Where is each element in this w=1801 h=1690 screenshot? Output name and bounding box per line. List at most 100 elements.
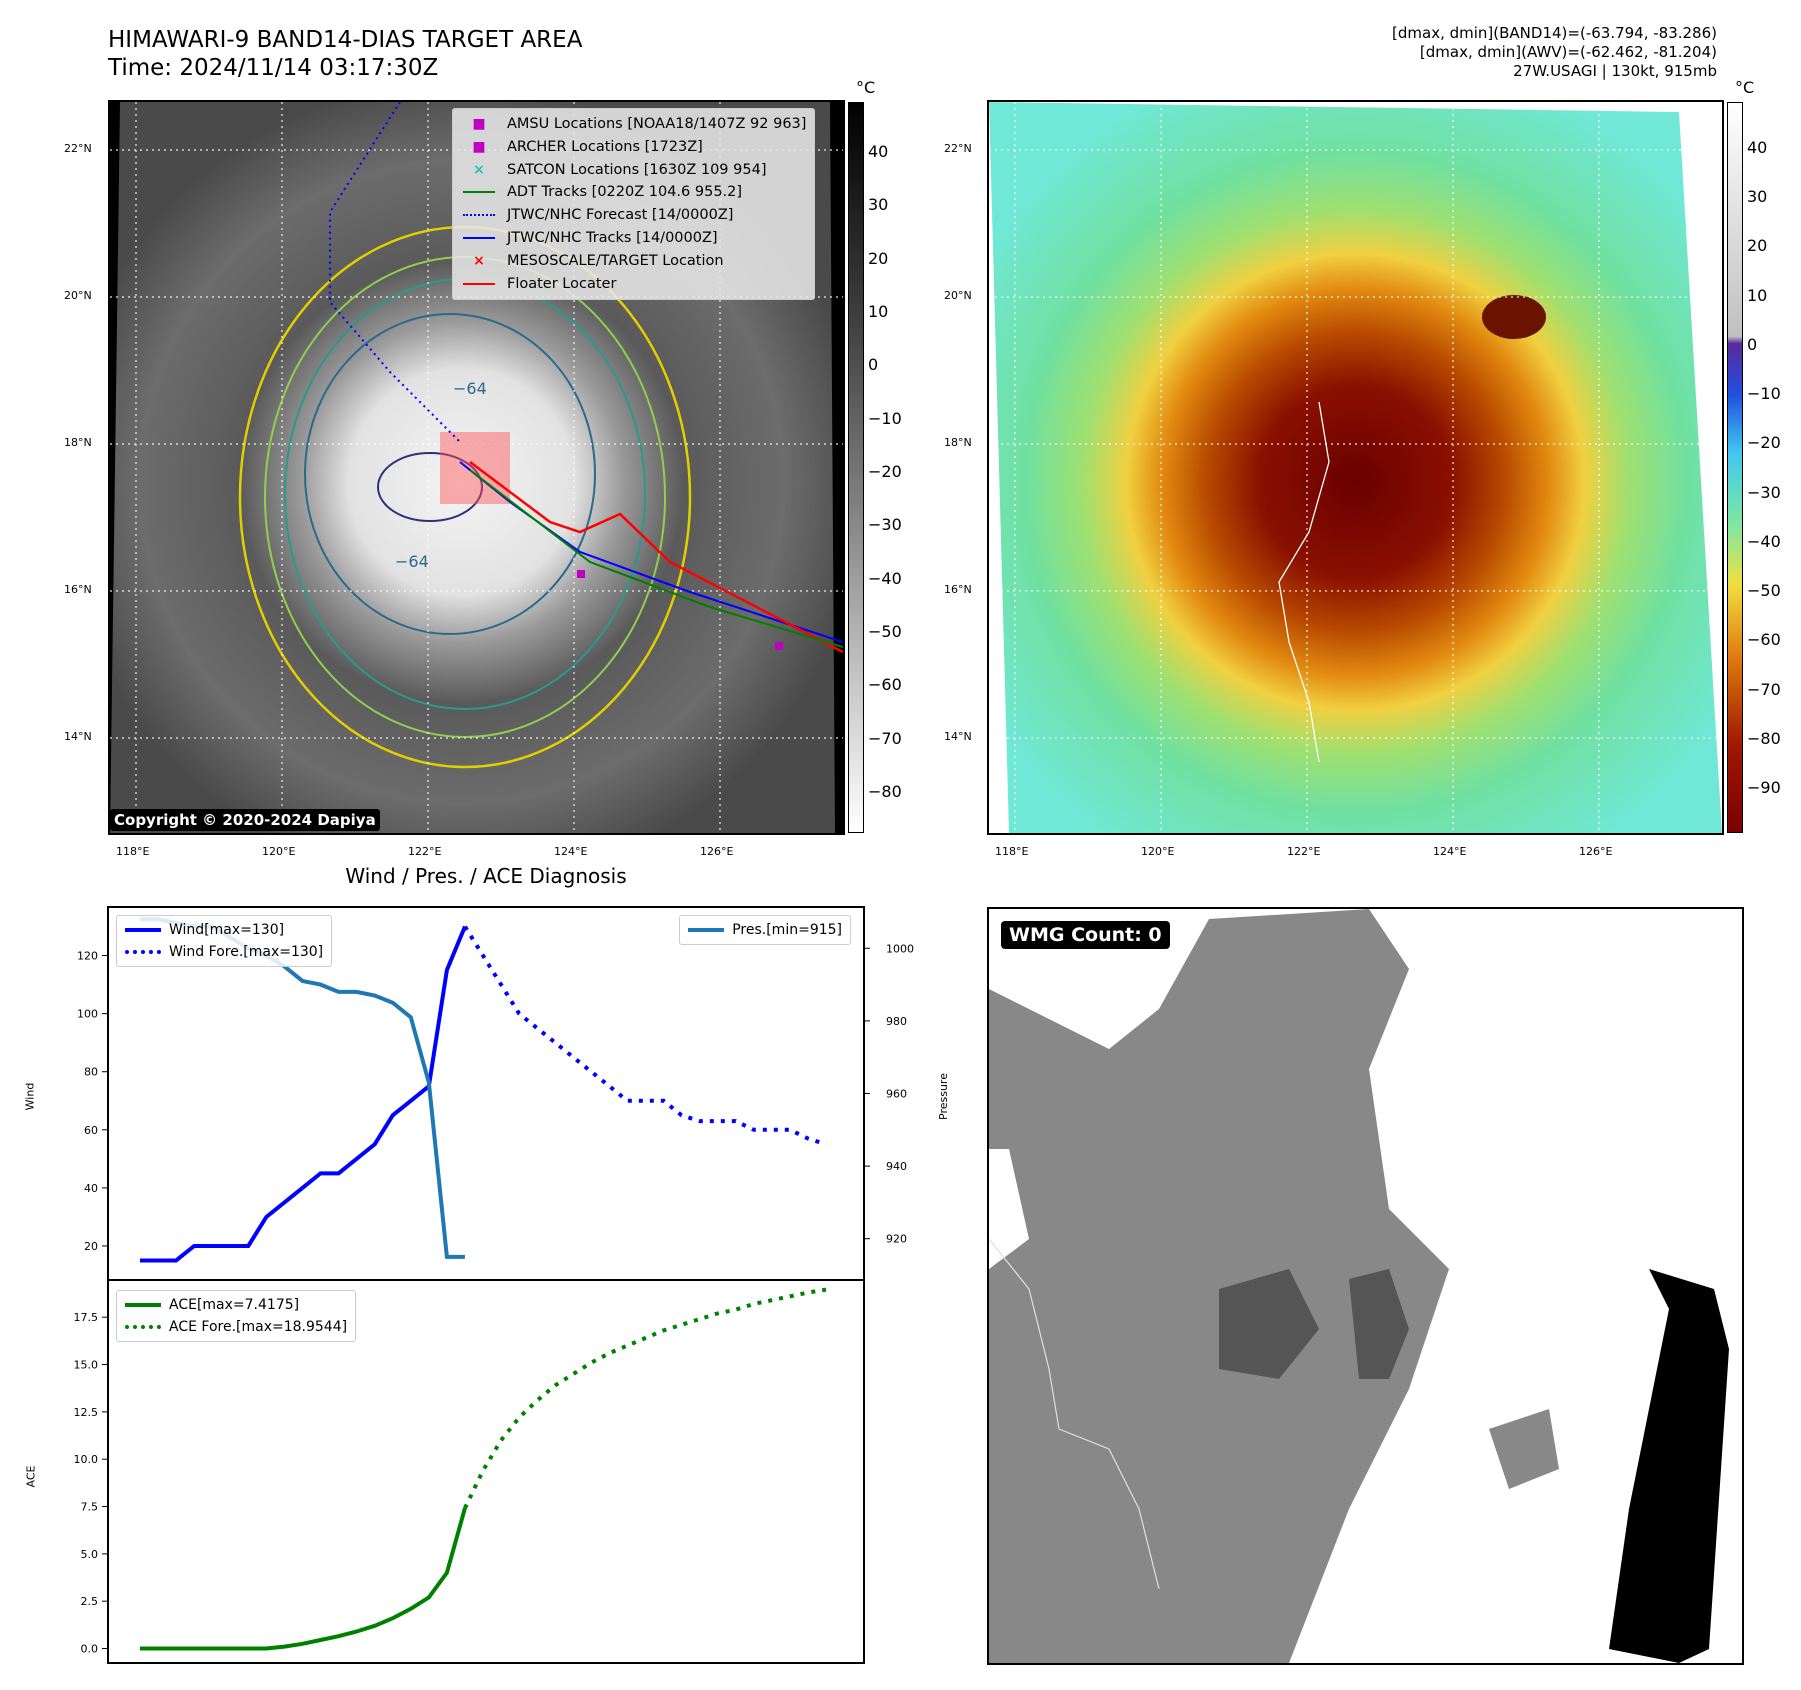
info-header: [dmax, dmin](BAND14)=(-63.794, -83.286) …	[1392, 24, 1717, 81]
contour-label-2: −64	[395, 552, 429, 571]
wind-y-tick-label: 40	[84, 1182, 98, 1195]
line-dot-marker-icon	[461, 227, 497, 250]
diagnosis-title: Wind / Pres. / ACE Diagnosis	[345, 864, 627, 888]
right-colorbar-tick: −60	[1747, 630, 1781, 650]
wind-y-tick-label: 60	[84, 1124, 98, 1137]
right-colorbar-tick: −30	[1747, 482, 1781, 502]
square-marker-icon: ■	[472, 138, 486, 155]
legend-mesoscale: × MESOSCALE/TARGET Location	[461, 250, 806, 273]
left-colorbar-tick: −80	[868, 782, 902, 801]
line-marker-icon	[461, 181, 497, 204]
left-colorbar-tick: 0	[868, 355, 879, 375]
pressure-y-tick-label: 940	[886, 1160, 907, 1173]
left-colorbar-tick: 40	[868, 142, 889, 161]
ace-series-line-1	[463, 1287, 827, 1509]
wmg-image	[989, 909, 1742, 1663]
ace-y-tick-label: 2.5	[81, 1595, 99, 1608]
ace-y-tick-label: 0.0	[81, 1643, 99, 1656]
wind-y-tick-label: 20	[84, 1240, 98, 1253]
ace-plot-frame	[107, 1279, 865, 1664]
legend-wind: Wind[max=130]	[125, 919, 323, 941]
wind-y-tick-label: 80	[84, 1066, 98, 1079]
right-colorbar-tick: 40	[1747, 138, 1768, 157]
right-colorbar-unit: °C	[1735, 78, 1755, 97]
copyright-badge: Copyright © 2020-2024 Dapiya	[110, 809, 380, 831]
contour-label-1: −64	[453, 379, 487, 398]
legend-jtwc-forecast: JTWC/NHC Forecast [14/0000Z]	[461, 204, 806, 227]
right-colorbar-tick: −70	[1747, 679, 1781, 699]
right-colorbar-tick: −80	[1747, 728, 1781, 748]
title-line-1: HIMAWARI-9 BAND14-DIAS TARGET AREA	[108, 27, 583, 53]
legend-amsu: ■ AMSU Locations [NOAA18/1407Z 92 963]	[461, 113, 806, 136]
right-colorbar	[1727, 102, 1743, 833]
left-colorbar-tick: −30	[868, 515, 902, 535]
awv-map-image	[989, 102, 1722, 833]
right-colorbar-tick: −50	[1747, 581, 1781, 601]
figure-title: HIMAWARI-9 BAND14-DIAS TARGET AREA Time:…	[108, 26, 582, 82]
solid-line-icon	[125, 1303, 161, 1307]
info-line-3: 27W.USAGI | 130kt, 915mb	[1513, 62, 1717, 80]
ace-y-tick-label: 15.0	[74, 1359, 99, 1372]
pressure-legend: Pres.[min=915]	[679, 915, 851, 945]
legend-satcon: × SATCON Locations [1630Z 109 954]	[461, 159, 806, 182]
left-colorbar-tick: −50	[868, 622, 902, 641]
series-line-2	[140, 917, 465, 1259]
left-colorbar-tick: −60	[868, 675, 902, 695]
pressure-y-tick-label: 960	[886, 1088, 907, 1101]
legend-wind-forecast: Wind Fore.[max=130]	[125, 941, 323, 963]
right-colorbar-tick: 10	[1747, 285, 1768, 305]
ace-legend: ACE[max=7.4175] ACE Fore.[max=18.9544]	[116, 1290, 357, 1342]
ace-y-tick-label: 10.0	[74, 1453, 99, 1466]
info-line-2: [dmax, dmin](AWV)=(-62.462, -81.204)	[1419, 43, 1717, 61]
dotted-line-icon	[125, 1325, 161, 1329]
right-colorbar-tick: 20	[1747, 236, 1768, 256]
pressure-y-tick-label: 1000	[886, 942, 914, 955]
wind-y-tick-label: 100	[77, 1008, 98, 1021]
wmg-count-badge: WMG Count: 0	[1001, 921, 1170, 949]
right-colorbar-tick: 30	[1747, 187, 1768, 207]
ace-y-tick-label: 5.0	[81, 1548, 99, 1561]
left-colorbar-tick: 30	[868, 195, 889, 215]
awv-map-panel	[987, 100, 1724, 835]
square-marker-icon: ■	[472, 116, 486, 132]
ir-map-panel: −64 −64 ■ AMSU Locations [NOAA18/1407Z 92…	[108, 100, 845, 835]
pressure-y-tick-label: 980	[886, 1015, 907, 1028]
dotted-line-icon	[461, 204, 497, 227]
right-colorbar-tick: 0	[1747, 334, 1758, 354]
left-colorbar-tick: −70	[868, 728, 902, 748]
left-colorbar-tick: −10	[868, 408, 902, 428]
series-line-1	[463, 925, 827, 1147]
right-colorbar-tick: −10	[1747, 384, 1781, 404]
pressure-y-tick-label: 920	[886, 1233, 907, 1246]
ace-y-tick-label: 12.5	[74, 1406, 99, 1419]
right-colorbar-tick: −40	[1747, 531, 1781, 551]
wind-legend: Wind[max=130] Wind Fore.[max=130]	[116, 915, 333, 967]
legend-pressure: Pres.[min=915]	[688, 919, 842, 941]
left-colorbar	[848, 102, 864, 833]
title-line-2: Time: 2024/11/14 03:17:30Z	[108, 55, 439, 81]
right-colorbar-tick: −90	[1747, 778, 1781, 797]
wmg-panel: WMG Count: 0	[987, 907, 1744, 1665]
legend-jtwc-tracks: JTWC/NHC Tracks [14/0000Z]	[461, 227, 806, 250]
legend-floater: Floater Locater	[461, 273, 806, 296]
solid-line-icon	[125, 928, 161, 932]
x-marker-icon: ×	[473, 161, 485, 178]
dotted-line-icon	[125, 950, 161, 954]
left-colorbar-unit: °C	[856, 78, 876, 97]
legend-ace-forecast: ACE Fore.[max=18.9544]	[125, 1316, 347, 1338]
left-colorbar-tick: 20	[868, 248, 889, 268]
left-colorbar-tick: −20	[868, 462, 902, 481]
wind-y-tick-label: 120	[77, 950, 98, 963]
ace-series-line-0	[140, 1507, 467, 1651]
map-legend: ■ AMSU Locations [NOAA18/1407Z 92 963] ■ A…	[452, 108, 816, 301]
ace-y-tick-label: 17.5	[74, 1311, 99, 1324]
left-colorbar-tick: 10	[868, 302, 889, 321]
ace-y-tick-label: 7.5	[81, 1501, 99, 1514]
legend-adt: ADT Tracks [0220Z 104.6 955.2]	[461, 181, 806, 204]
info-line-1: [dmax, dmin](BAND14)=(-63.794, -83.286)	[1392, 24, 1717, 42]
left-colorbar-tick: −40	[868, 568, 902, 588]
x-marker-icon: ×	[473, 252, 485, 269]
legend-archer: ■ ARCHER Locations [1723Z]	[461, 136, 806, 159]
line-marker-icon	[461, 273, 497, 296]
